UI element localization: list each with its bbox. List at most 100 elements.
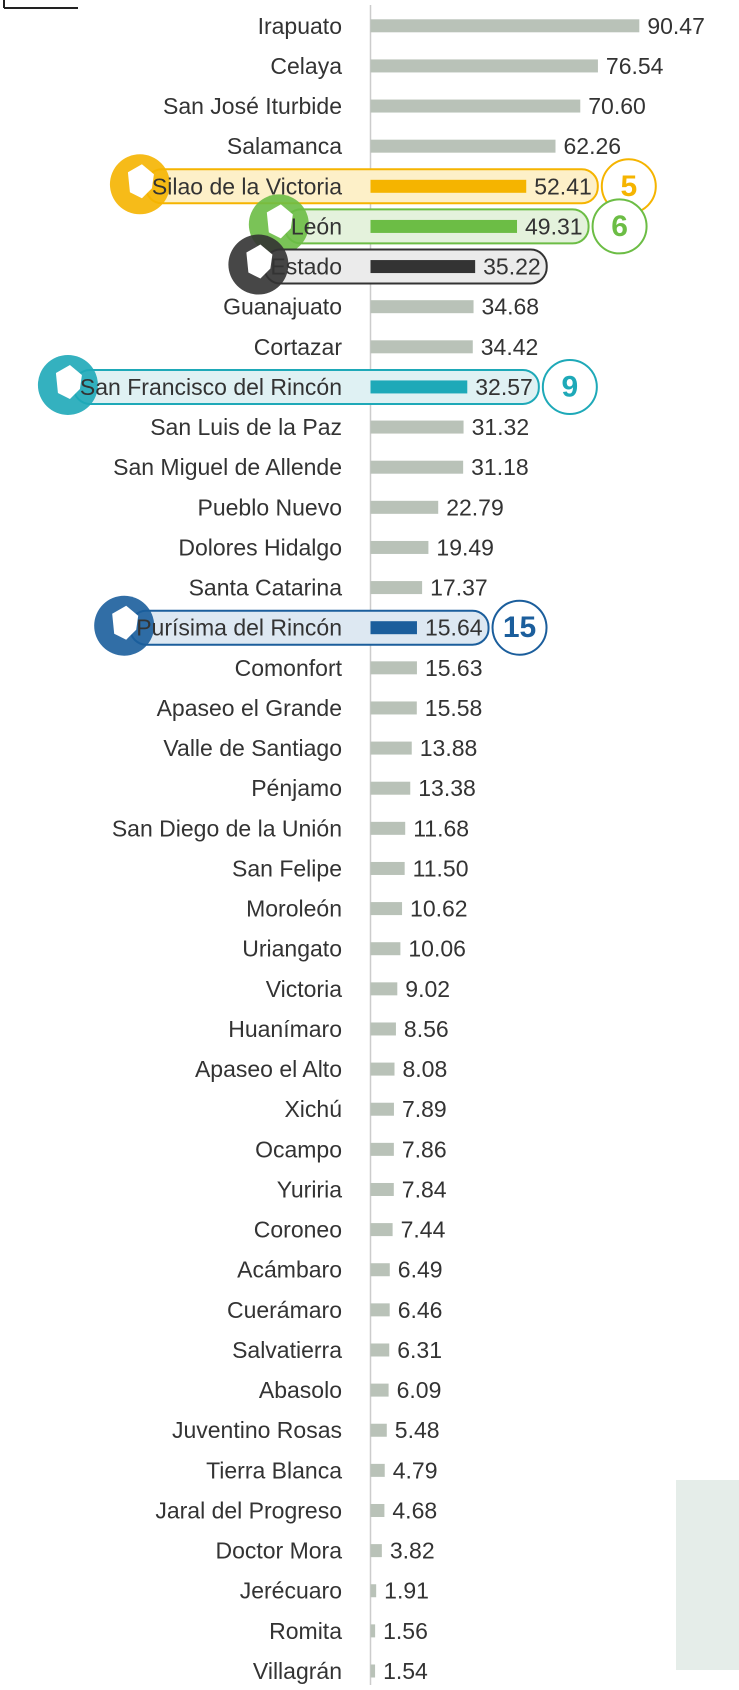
bar	[370, 179, 527, 193]
rank-label: 15	[503, 611, 536, 644]
bar	[370, 59, 598, 73]
value-label: 7.86	[402, 1136, 447, 1162]
category-label: Guanajuato	[223, 294, 342, 320]
value-label: 15.58	[425, 695, 483, 721]
bar	[370, 1624, 376, 1638]
bar	[370, 99, 581, 113]
bar	[370, 540, 429, 554]
value-label: 52.41	[534, 173, 592, 199]
bar	[370, 1383, 389, 1397]
bar	[370, 581, 423, 595]
category-label: Pueblo Nuevo	[198, 494, 343, 520]
category-label: Jaral del Progreso	[155, 1497, 342, 1523]
category-label: Purísima del Rincón	[136, 615, 342, 641]
category-label: Pénjamo	[251, 775, 342, 801]
bar	[370, 1303, 390, 1317]
value-label: 22.79	[446, 494, 504, 520]
value-label: 7.89	[402, 1096, 447, 1122]
category-label: Doctor Mora	[215, 1538, 342, 1564]
category-label: Comonfort	[235, 655, 343, 681]
value-label: 10.06	[408, 936, 466, 962]
bar	[370, 340, 473, 354]
category-label: San Felipe	[232, 855, 342, 881]
bar	[370, 1423, 387, 1437]
category-label: Estado	[270, 254, 342, 280]
region-shape	[112, 605, 139, 640]
bar	[370, 300, 474, 314]
category-label: San Diego de la Unión	[112, 815, 342, 841]
category-label: Jerécuaro	[240, 1578, 342, 1604]
category-label: Cortazar	[254, 334, 343, 360]
bar	[370, 861, 405, 875]
bar	[370, 219, 518, 233]
value-label: 4.79	[393, 1457, 438, 1483]
category-label: San Luis de la Paz	[150, 414, 342, 440]
category-label: San Francisco del Rincón	[80, 374, 342, 400]
bar	[370, 1062, 395, 1076]
value-label: 31.32	[472, 414, 530, 440]
category-label: Victoria	[266, 976, 342, 1002]
category-label: Yuriria	[277, 1176, 342, 1202]
bar	[370, 460, 464, 474]
bar	[370, 260, 476, 274]
value-label: 9.02	[405, 976, 450, 1002]
value-label: 5.48	[395, 1417, 440, 1443]
value-label: 17.37	[430, 575, 488, 601]
value-label: 11.68	[413, 815, 469, 841]
category-label: Huanímaro	[228, 1016, 342, 1042]
category-label: Coroneo	[254, 1217, 342, 1243]
bar	[370, 781, 411, 795]
value-label: 15.64	[425, 615, 483, 641]
category-label: Salamanca	[227, 133, 342, 159]
category-label: Romita	[269, 1618, 342, 1644]
value-label: 13.88	[420, 735, 478, 761]
value-label: 1.54	[383, 1658, 428, 1684]
bar	[370, 1343, 390, 1357]
category-label: Apaseo el Alto	[195, 1056, 342, 1082]
category-label: Xichú	[284, 1096, 342, 1122]
value-label: 32.57	[475, 374, 533, 400]
bar	[370, 500, 439, 514]
bar	[370, 139, 556, 153]
bar	[370, 1022, 396, 1036]
category-label: Villagrán	[253, 1658, 342, 1684]
value-label: 76.54	[606, 53, 664, 79]
rank-badge	[541, 358, 598, 415]
bar	[370, 902, 403, 916]
value-label: 6.31	[397, 1337, 442, 1363]
region-shape	[246, 244, 273, 279]
value-label: 70.60	[588, 93, 646, 119]
value-label: 7.84	[402, 1176, 447, 1202]
bar	[370, 1503, 385, 1517]
value-label: 6.09	[397, 1377, 442, 1403]
category-label: Cuerámaro	[227, 1297, 342, 1323]
value-label: 1.56	[383, 1618, 428, 1644]
bar	[370, 1584, 377, 1598]
value-label: 19.49	[436, 534, 494, 560]
bar	[370, 1102, 394, 1116]
category-label: Apaseo el Grande	[157, 695, 342, 721]
category-label: Silao de la Victoria	[152, 173, 342, 199]
value-label: 34.68	[482, 294, 540, 320]
category-label: Juventino Rosas	[172, 1417, 342, 1443]
bar	[370, 701, 417, 715]
value-label: 35.22	[483, 254, 541, 280]
region-shape	[127, 164, 154, 199]
value-label: 10.62	[410, 896, 468, 922]
bar	[370, 942, 401, 956]
value-label: 1.91	[384, 1578, 429, 1604]
bar	[370, 1263, 390, 1277]
bar	[370, 1544, 382, 1558]
value-label: 34.42	[481, 334, 539, 360]
bar	[370, 621, 417, 635]
side-panel	[676, 1480, 739, 1670]
bar	[370, 1223, 393, 1237]
value-label: 13.38	[418, 775, 476, 801]
value-label: 8.56	[404, 1016, 449, 1042]
region-shape	[55, 364, 82, 399]
value-label: 8.08	[403, 1056, 448, 1082]
category-label: Abasolo	[259, 1377, 342, 1403]
bar	[370, 1664, 376, 1678]
category-label: Valle de Santiago	[163, 735, 342, 761]
category-label: Dolores Hidalgo	[178, 534, 342, 560]
